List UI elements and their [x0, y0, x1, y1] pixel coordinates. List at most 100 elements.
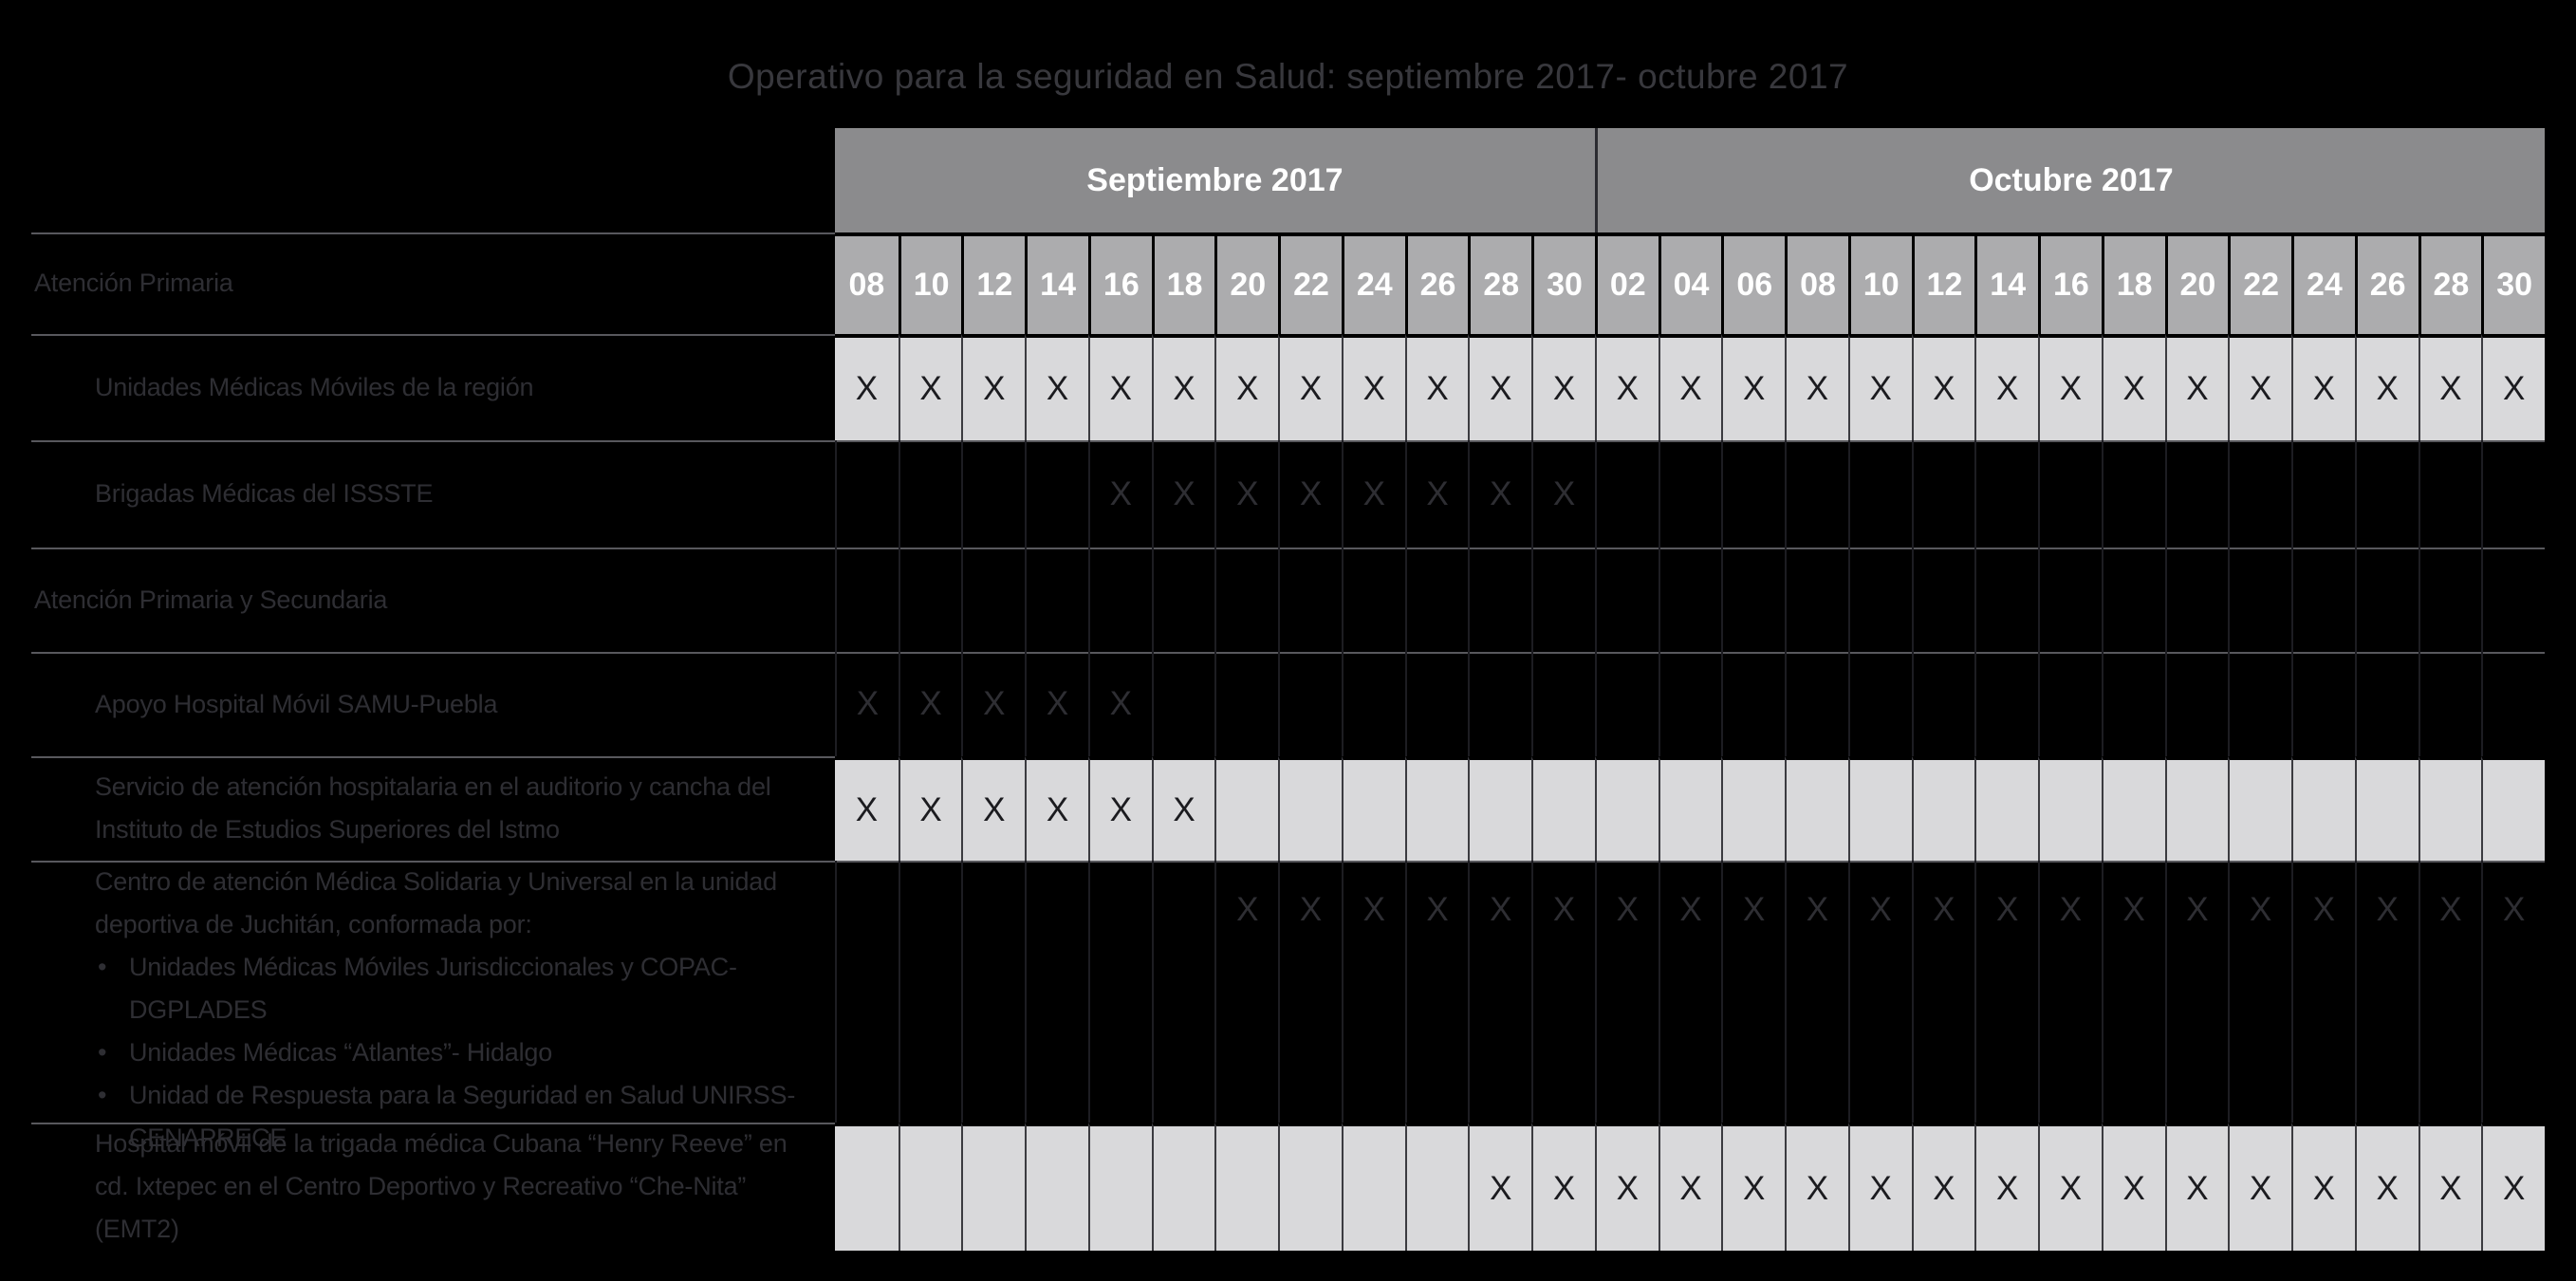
mark-x: X	[1426, 474, 1449, 512]
day-cell	[1531, 652, 1595, 756]
day-cell	[1658, 652, 1722, 756]
day-header-cell: 20	[2164, 232, 2229, 334]
mark-x: X	[1743, 891, 1766, 928]
day-cell	[1721, 548, 1785, 652]
day-cell	[1785, 756, 1848, 861]
mark-x: X	[1552, 370, 1576, 407]
mark-x: X	[1490, 370, 1512, 407]
day-cell	[2418, 756, 2482, 861]
mark-x: X	[983, 791, 1006, 828]
mark-x: X	[2502, 1169, 2526, 1207]
day-cell: X	[1468, 1123, 1532, 1251]
day-cell: X	[1911, 861, 1975, 1160]
day-cell	[1087, 861, 1152, 1160]
day-cell	[2481, 548, 2545, 652]
row-label-cell: Apoyo Hospital Móvil SAMU-Puebla	[0, 652, 835, 756]
bullet-list: Unidades Médicas Móviles Jurisdiccionale…	[95, 946, 824, 1160]
row-label: Atención Primaria y Secundaria	[34, 585, 388, 614]
day-cell: X	[1721, 1123, 1786, 1251]
day-cell	[898, 440, 962, 548]
day-cell: X	[1341, 440, 1405, 548]
day-cell: X	[1341, 861, 1405, 1160]
day-cell	[1594, 548, 1659, 652]
mark-x: X	[1299, 370, 1323, 407]
day-cell	[2038, 548, 2102, 652]
day-cell: X	[1785, 861, 1848, 1160]
day-cell	[1278, 1123, 1342, 1251]
day-cell	[2101, 652, 2165, 756]
mark-x: X	[855, 791, 879, 828]
day-header-cell: 30	[2481, 232, 2545, 334]
day-cell: X	[2291, 861, 2355, 1160]
day-cell: X	[2291, 334, 2355, 440]
day-cell: X	[1531, 1123, 1595, 1251]
mark-x: X	[2122, 1169, 2145, 1207]
mark-x: X	[919, 791, 942, 828]
day-cell: X	[1151, 334, 1215, 440]
day-cell: X	[1911, 334, 1975, 440]
day-cell	[961, 1123, 1026, 1251]
day-cell	[1278, 756, 1342, 861]
day-cell: X	[1974, 334, 2039, 440]
day-cell	[1658, 548, 1722, 652]
day-cell	[1594, 652, 1659, 756]
day-cell	[1214, 756, 1279, 861]
gantt-row: Atención Primaria y Secundaria	[0, 548, 2545, 652]
day-cell: X	[1911, 1123, 1975, 1251]
day-cell: X	[2481, 861, 2545, 1160]
day-cell: X	[898, 652, 962, 756]
day-header-cell: 12	[1911, 232, 1975, 334]
day-cell	[1974, 652, 2038, 756]
mark-x: X	[1743, 370, 1766, 407]
mark-x: X	[2059, 1169, 2083, 1207]
day-cell: X	[2101, 334, 2165, 440]
day-header-cell: 20	[1214, 232, 1279, 334]
day-cell	[2354, 548, 2418, 652]
gantt-row: Unidades Médicas Móviles de la región X X X…	[0, 334, 2545, 440]
mark-x: X	[1173, 370, 1195, 407]
day-cell	[1151, 1123, 1215, 1251]
mark-x: X	[2312, 891, 2336, 928]
mark-x: X	[1426, 891, 1449, 928]
day-cell	[1025, 861, 1088, 1160]
month-header-october: Octubre 2017	[1594, 128, 2545, 232]
day-cell: X	[1531, 861, 1595, 1160]
mark-x: X	[1869, 891, 1892, 928]
day-cell	[898, 548, 962, 652]
day-cell	[2291, 652, 2355, 756]
day-cell	[961, 861, 1025, 1160]
mark-x: X	[1236, 891, 1259, 928]
mark-x: X	[2186, 370, 2209, 407]
mark-x: X	[1236, 474, 1259, 512]
day-cell: X	[1404, 861, 1469, 1160]
day-cell	[1594, 440, 1659, 548]
day-cell: X	[2101, 861, 2165, 1160]
day-cell: X	[1785, 334, 1848, 440]
day-cell	[1151, 548, 1215, 652]
day-cell	[2164, 756, 2229, 861]
day-cell: X	[2481, 1123, 2545, 1251]
day-cell	[1721, 440, 1785, 548]
day-cell	[1341, 756, 1405, 861]
mark-x: X	[1806, 1169, 1829, 1207]
mark-x: X	[2186, 891, 2209, 928]
day-cell: X	[898, 334, 962, 440]
day-cell: X	[2354, 1123, 2418, 1251]
mark-x: X	[1679, 891, 1702, 928]
day-cell	[1847, 440, 1912, 548]
gantt-row: Servicio de atención hospitalaria en el …	[0, 756, 2545, 861]
day-cell	[1404, 548, 1469, 652]
day-cell	[835, 440, 899, 548]
mark-x: X	[2502, 891, 2526, 928]
day-cell	[1531, 756, 1595, 861]
day-header-cell: 14	[1974, 232, 2039, 334]
mark-x: X	[1046, 685, 1069, 722]
mark-x: X	[1046, 370, 1069, 407]
slide-title: Operativo para la seguridad en Salud: se…	[727, 57, 1849, 96]
day-cell	[961, 548, 1025, 652]
day-cell: X	[1087, 440, 1152, 548]
mark-x: X	[1109, 474, 1132, 512]
day-cell: X	[1404, 334, 1469, 440]
mark-x: X	[1299, 474, 1323, 512]
day-cell: X	[1974, 1123, 2039, 1251]
